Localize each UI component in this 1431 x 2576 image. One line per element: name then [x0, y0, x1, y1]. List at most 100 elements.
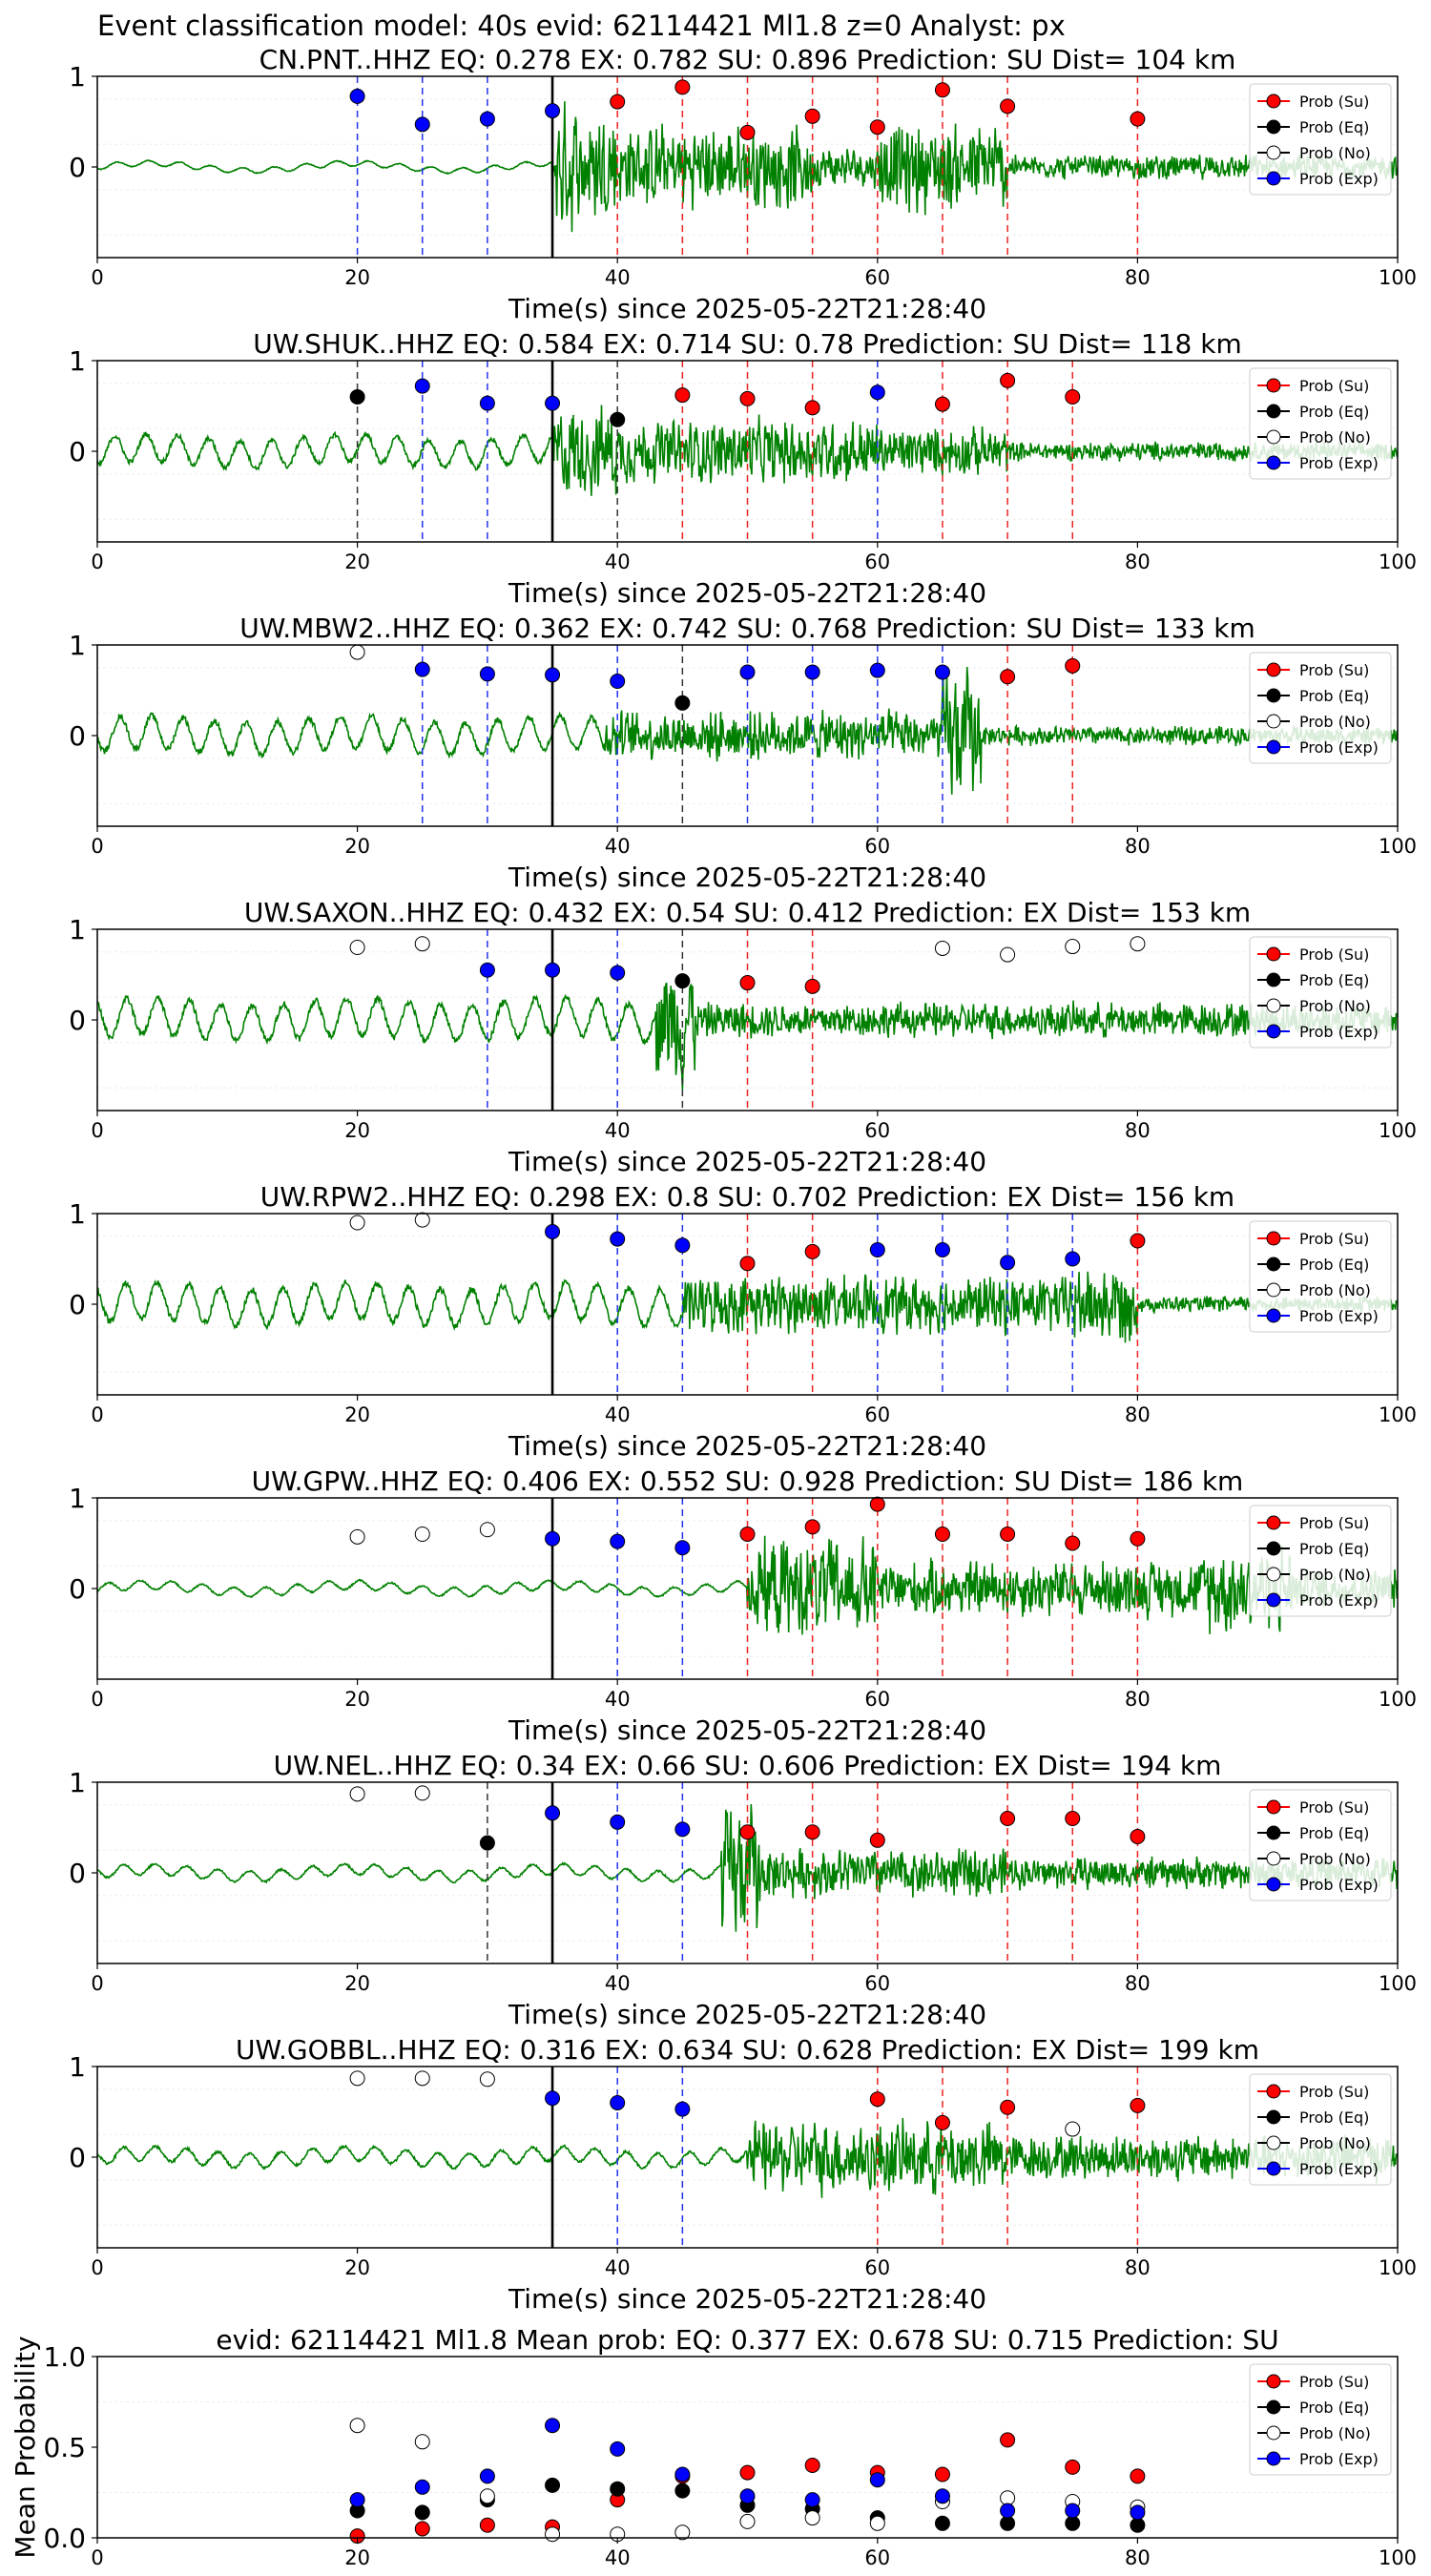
prob-point-su	[1130, 1530, 1146, 1547]
chart-title: CN.PNT..HHZ EQ: 0.278 EX: 0.782 SU: 0.89…	[259, 44, 1236, 75]
legend-marker-exp	[1266, 1877, 1281, 1892]
y-tick-label: 1	[69, 2051, 86, 2083]
y-tick-label: 0	[69, 720, 86, 752]
y-tick-label: 0	[69, 1858, 86, 1889]
y-tick-label: 0	[69, 436, 86, 467]
chart-title: UW.SAXON..HHZ EQ: 0.432 EX: 0.54 SU: 0.4…	[244, 897, 1251, 928]
chart-panel-4: UW.SAXON..HHZ EQ: 0.432 EX: 0.54 SU: 0.4…	[69, 897, 1417, 1177]
prob-point-exp	[1065, 1251, 1081, 1267]
prob-point-no	[349, 2070, 365, 2087]
x-tick-label: 0	[91, 1972, 103, 1995]
x-tick-label: 40	[605, 1972, 631, 1995]
prob-point-su	[739, 124, 756, 140]
legend-label-su: Prob (Su)	[1299, 661, 1369, 679]
legend-label-su: Prob (Su)	[1299, 945, 1369, 964]
prob-point-exp	[610, 674, 626, 689]
mean-point-su	[1065, 2459, 1081, 2475]
chart-title: evid: 62114421 Ml1.8 Mean prob: EQ: 0.37…	[216, 2324, 1278, 2356]
mean-point-su	[1130, 2468, 1146, 2484]
mean-point-no	[804, 2510, 820, 2526]
x-axis-label: Time(s) since 2025-05-22T21:28:40	[508, 862, 986, 893]
mean-point-no	[414, 2434, 430, 2450]
legend-label-exp: Prob (Exp)	[1299, 1023, 1379, 1041]
legend-marker-exp	[1266, 1024, 1281, 1039]
legend-label-no: Prob (No)	[1299, 2424, 1371, 2442]
x-tick-label: 60	[864, 551, 890, 573]
x-axis-label: Time(s) since 2025-05-22T21:28:40	[508, 1146, 986, 1177]
x-tick-label: 40	[605, 835, 631, 858]
prob-point-eq	[674, 695, 691, 711]
prob-point-su	[1000, 372, 1016, 388]
x-tick-label: 0	[91, 2256, 103, 2279]
mean-point-exp	[610, 2441, 626, 2457]
mean-point-exp	[1130, 2504, 1146, 2521]
y-tick-label: 1	[69, 1198, 86, 1230]
prob-point-eq	[349, 389, 365, 405]
x-tick-label: 20	[344, 835, 370, 858]
prob-point-su	[804, 978, 820, 994]
legend-label-exp: Prob (Exp)	[1299, 1591, 1379, 1610]
legend-marker-exp	[1266, 171, 1281, 186]
legend-marker-exp	[1266, 1308, 1281, 1323]
prob-point-su	[1000, 1527, 1016, 1542]
prob-point-exp	[610, 1814, 626, 1830]
prob-point-no	[934, 940, 950, 956]
prob-point-su	[674, 79, 691, 95]
legend-marker-eq	[1266, 1541, 1281, 1556]
prob-point-no	[349, 1528, 365, 1545]
prob-point-no	[414, 1212, 430, 1228]
x-tick-label: 100	[1379, 1688, 1417, 1711]
chart-panel-9: evid: 62114421 Ml1.8 Mean prob: EQ: 0.37…	[10, 2324, 1417, 2569]
legend-box	[1249, 367, 1392, 480]
legend-box	[1249, 1220, 1392, 1333]
chart-title: UW.GOBBL..HHZ EQ: 0.316 EX: 0.634 SU: 0.…	[236, 2034, 1259, 2066]
chart-panel-6: UW.GPW..HHZ EQ: 0.406 EX: 0.552 SU: 0.92…	[69, 1465, 1417, 1746]
chart-panel-1: CN.PNT..HHZ EQ: 0.278 EX: 0.782 SU: 0.89…	[69, 44, 1417, 324]
legend-label-eq: Prob (Eq)	[1299, 2109, 1369, 2127]
x-tick-label: 100	[1379, 835, 1417, 858]
legend-label-eq: Prob (Eq)	[1299, 1256, 1369, 1274]
legend-label-no: Prob (No)	[1299, 1566, 1371, 1584]
prob-point-su	[804, 1519, 820, 1535]
y-tick-label: 1	[69, 345, 86, 377]
prob-point-su	[934, 396, 950, 412]
prob-point-exp	[545, 2090, 561, 2107]
prob-point-su	[1065, 657, 1081, 674]
mean-point-no	[674, 2524, 691, 2541]
mean-point-eq	[674, 2483, 691, 2499]
prob-point-exp	[479, 111, 495, 127]
prob-point-su	[804, 1243, 820, 1259]
chart-title: UW.NEL..HHZ EQ: 0.34 EX: 0.66 SU: 0.606 …	[274, 1750, 1222, 1781]
prob-point-exp	[869, 662, 885, 678]
mean-point-eq	[414, 2504, 430, 2521]
prob-point-exp	[610, 2095, 626, 2110]
x-tick-label: 20	[344, 1119, 370, 1142]
legend-marker-no	[1266, 145, 1281, 160]
prob-point-exp	[610, 1231, 626, 1247]
mean-point-exp	[934, 2488, 950, 2504]
prob-point-no	[349, 644, 365, 660]
legend-label-eq: Prob (Eq)	[1299, 971, 1369, 989]
prob-point-exp	[545, 1224, 561, 1239]
waveform-trace	[97, 2117, 1398, 2198]
prob-point-exp	[414, 661, 430, 677]
prob-point-no	[349, 1215, 365, 1231]
legend-label-exp: Prob (Exp)	[1299, 2450, 1379, 2468]
mean-point-exp	[479, 2468, 495, 2484]
x-tick-label: 60	[864, 1688, 890, 1711]
x-tick-label: 80	[1125, 1972, 1151, 1995]
prob-point-no	[414, 1527, 430, 1542]
legend-marker-su	[1266, 1799, 1281, 1815]
mean-point-eq	[1065, 2515, 1081, 2531]
x-tick-label: 80	[1125, 1688, 1151, 1711]
waveform-trace	[97, 982, 1398, 1091]
legend-box	[1249, 83, 1392, 196]
legend-marker-su	[1266, 93, 1281, 109]
legend-label-exp: Prob (Exp)	[1299, 454, 1379, 472]
prob-point-su	[1130, 111, 1146, 127]
legend-label-su: Prob (Su)	[1299, 2083, 1369, 2101]
y-tick-label: 1	[69, 61, 86, 93]
prob-point-su	[739, 975, 756, 991]
x-tick-label: 100	[1379, 266, 1417, 289]
chart-title: UW.GPW..HHZ EQ: 0.406 EX: 0.552 SU: 0.92…	[252, 1465, 1244, 1497]
